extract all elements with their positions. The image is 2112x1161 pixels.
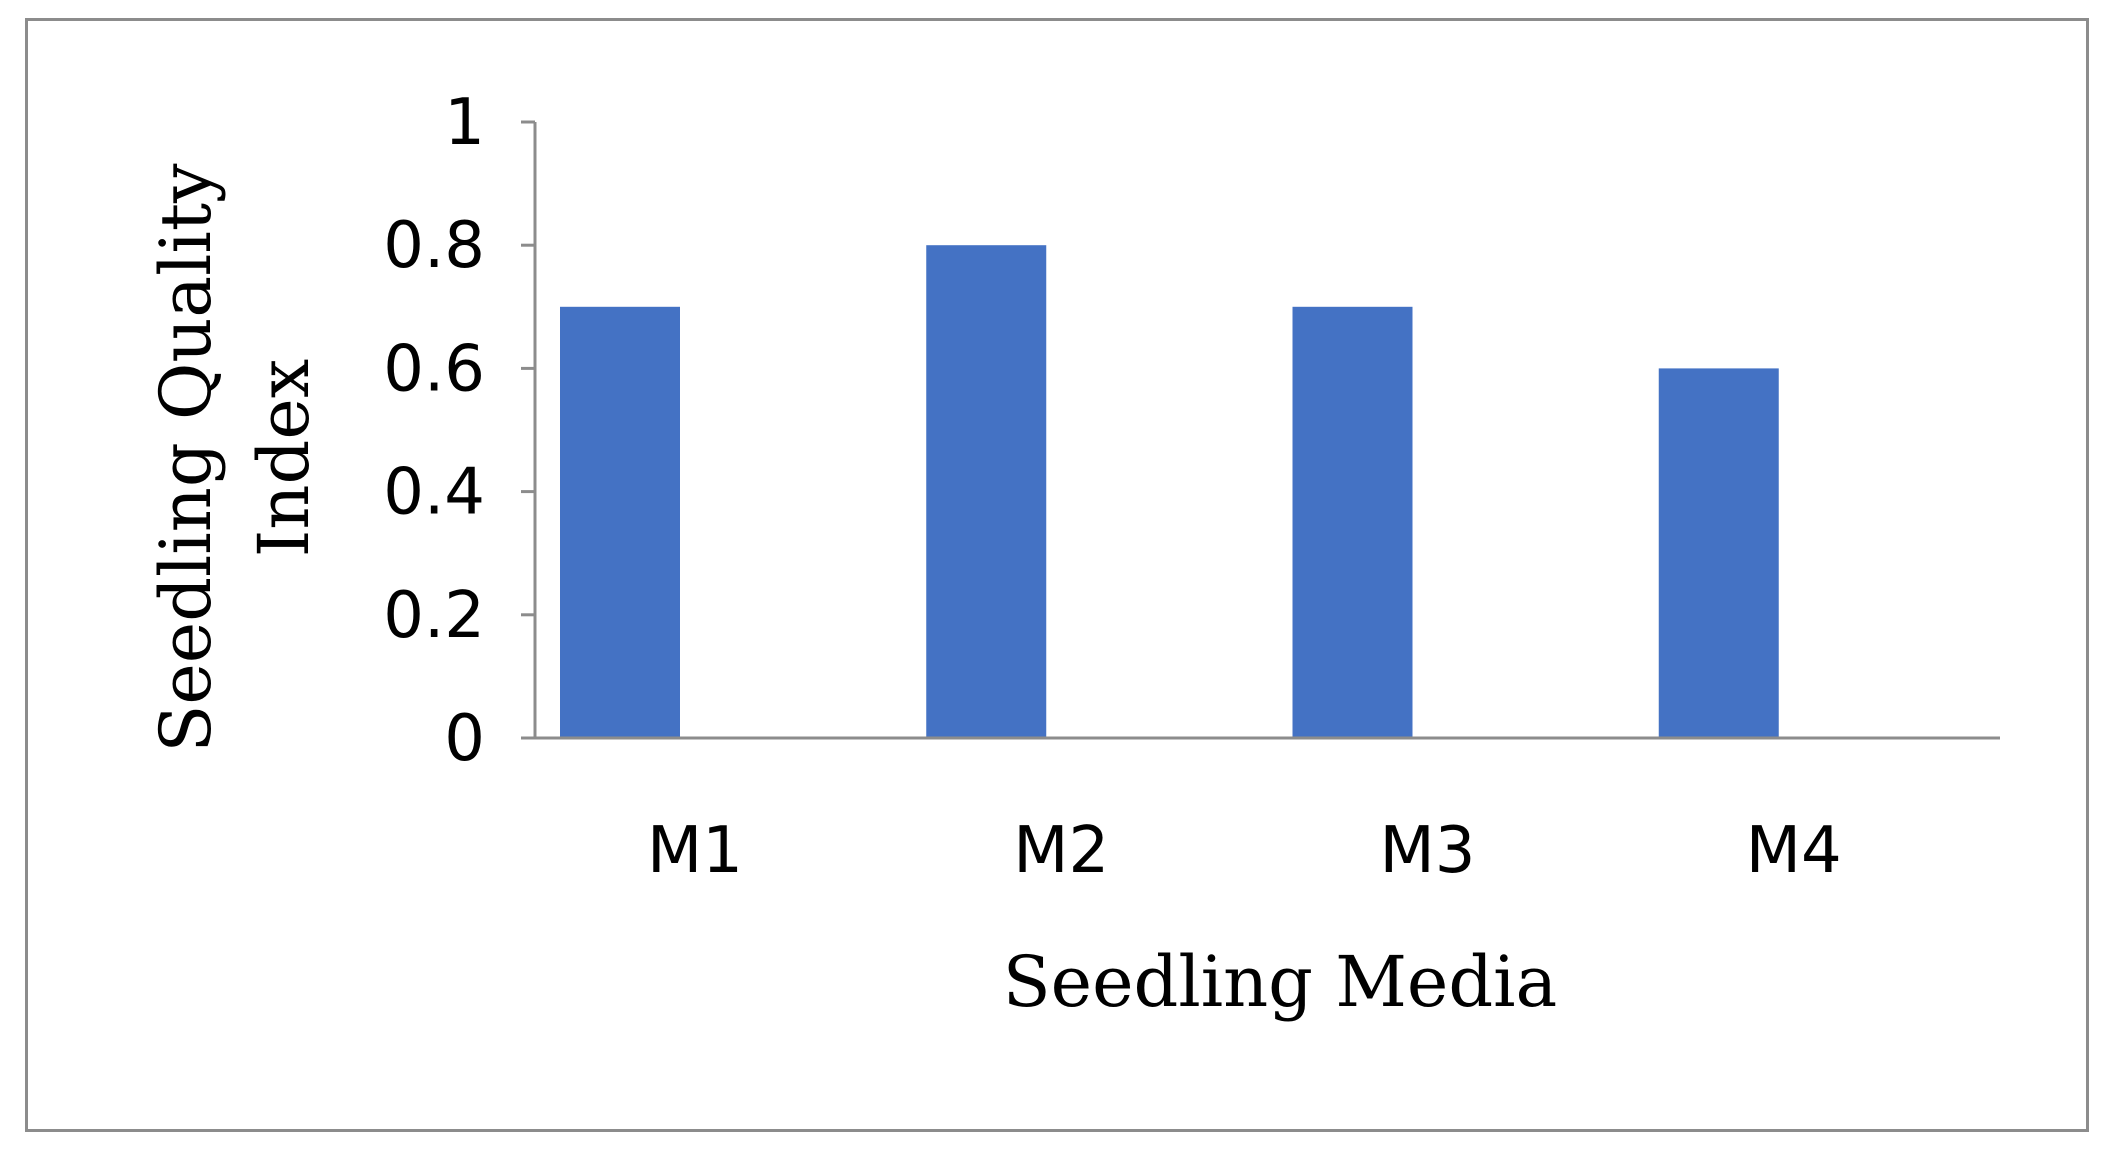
y-tick-label: 0.8 [383, 209, 485, 283]
x-axis-title: Seedling Media [1003, 941, 1558, 1023]
y-tick-label: 0.4 [383, 456, 485, 530]
y-tick-label: 1 [444, 86, 485, 160]
x-tick-label-m4: M4 [1746, 814, 1842, 888]
bar-m1 [560, 306, 680, 738]
y-axis-title-line-1: Seedling Quality [145, 163, 227, 753]
y-tick-label: 0.6 [383, 332, 485, 406]
x-tick-label-m1: M1 [647, 814, 743, 888]
bar-m4 [1658, 368, 1779, 738]
x-tick-label-m2: M2 [1013, 814, 1109, 888]
bars-layer [560, 245, 1779, 738]
axes-layer [533, 122, 2000, 740]
bar-m3 [1292, 306, 1413, 738]
x-tick-labels-layer: M1 M2 M3 M4 [647, 814, 1842, 888]
x-tick-label-m3: M3 [1380, 814, 1476, 888]
y-tick-label: 0 [444, 702, 485, 776]
y-tick-label: 0.2 [383, 579, 485, 653]
y-ticks-layer: 0 0.2 0.4 0.6 0.8 1 [383, 86, 535, 776]
y-axis-title: Seedling Quality Index [145, 163, 325, 753]
y-axis-title-line-2: Index [243, 359, 325, 557]
bar-m2 [926, 245, 1047, 738]
